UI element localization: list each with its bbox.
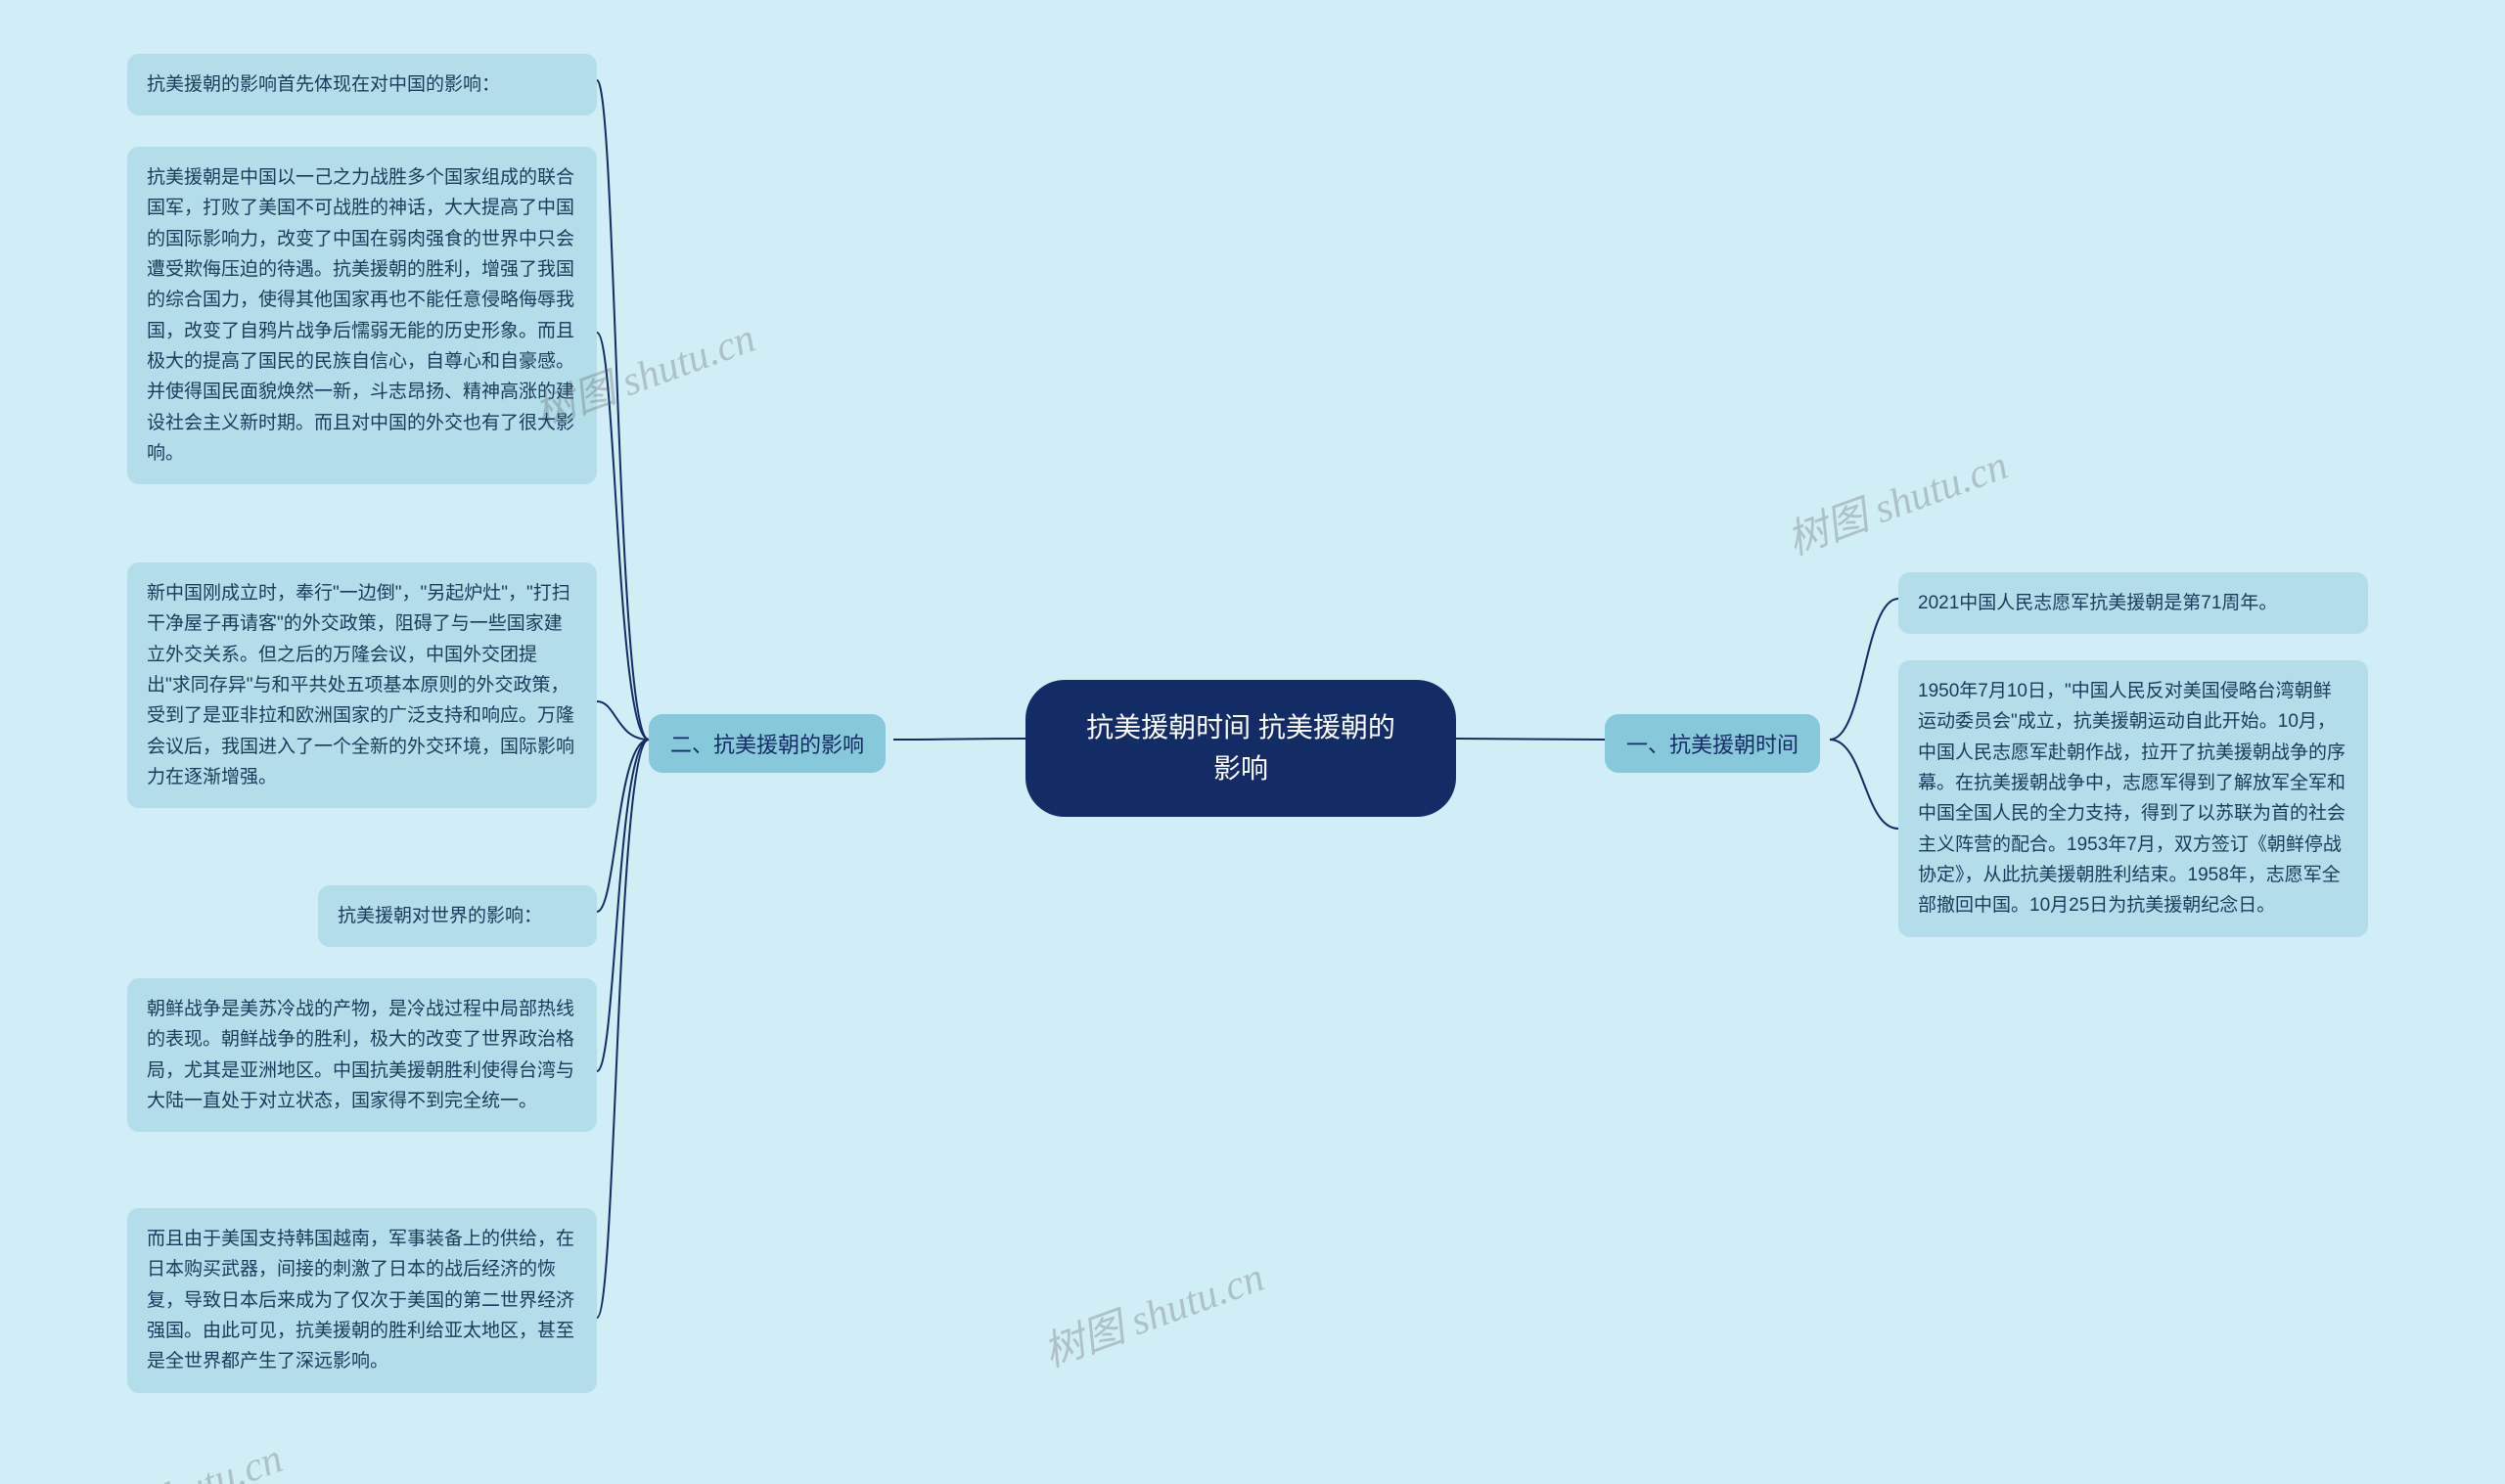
- left-leaf-3-text: 抗美援朝对世界的影响：: [338, 906, 542, 926]
- root-node[interactable]: 抗美援朝时间 抗美援朝的 影响: [1025, 680, 1456, 817]
- branch-right[interactable]: 一、抗美援朝时间: [1605, 714, 1820, 773]
- left-leaf-2[interactable]: 新中国刚成立时，奉行"一边倒"，"另起炉灶"，"打扫干净屋子再请客"的外交政策，…: [127, 562, 597, 808]
- left-leaf-1-text: 抗美援朝是中国以一己之力战胜多个国家组成的联合国军，打败了美国不可战胜的神话，大…: [147, 167, 574, 464]
- left-leaf-0[interactable]: 抗美援朝的影响首先体现在对中国的影响：: [127, 54, 597, 115]
- right-leaf-1-text: 1950年7月10日，"中国人民反对美国侵略台湾朝鲜运动委员会"成立，抗美援朝运…: [1918, 681, 2346, 916]
- left-leaf-4[interactable]: 朝鲜战争是美苏冷战的产物，是冷战过程中局部热线的表现。朝鲜战争的胜利，极大的改变…: [127, 978, 597, 1132]
- watermark-2: 树图 shutu.cn: [1034, 1244, 1271, 1379]
- watermark-1: 树图 shutu.cn: [1778, 432, 2015, 567]
- right-leaf-0-text: 2021中国人民志愿军抗美援朝是第71周年。: [1918, 593, 2277, 613]
- left-leaf-3[interactable]: 抗美援朝对世界的影响：: [318, 885, 597, 947]
- watermark-3: shutu.cn: [143, 1435, 289, 1484]
- root-line2: 影响: [1213, 753, 1268, 784]
- left-leaf-0-text: 抗美援朝的影响首先体现在对中国的影响：: [147, 74, 500, 95]
- left-leaf-2-text: 新中国刚成立时，奉行"一边倒"，"另起炉灶"，"打扫干净屋子再请客"的外交政策，…: [147, 583, 574, 787]
- left-leaf-4-text: 朝鲜战争是美苏冷战的产物，是冷战过程中局部热线的表现。朝鲜战争的胜利，极大的改变…: [147, 999, 574, 1111]
- mindmap-canvas: 抗美援朝时间 抗美援朝的 影响 一、抗美援朝时间 2021中国人民志愿军抗美援朝…: [0, 0, 2505, 1484]
- branch-right-label: 一、抗美援朝时间: [1626, 733, 1799, 757]
- left-leaf-1[interactable]: 抗美援朝是中国以一己之力战胜多个国家组成的联合国军，打败了美国不可战胜的神话，大…: [127, 147, 597, 484]
- branch-left[interactable]: 二、抗美援朝的影响: [649, 714, 886, 773]
- left-leaf-5[interactable]: 而且由于美国支持韩国越南，军事装备上的供给，在日本购买武器，间接的刺激了日本的战…: [127, 1208, 597, 1393]
- right-leaf-1[interactable]: 1950年7月10日，"中国人民反对美国侵略台湾朝鲜运动委员会"成立，抗美援朝运…: [1898, 660, 2368, 937]
- right-leaf-0[interactable]: 2021中国人民志愿军抗美援朝是第71周年。: [1898, 572, 2368, 634]
- branch-left-label: 二、抗美援朝的影响: [670, 733, 864, 757]
- root-line1: 抗美援朝时间 抗美援朝的: [1086, 712, 1395, 742]
- left-leaf-5-text: 而且由于美国支持韩国越南，军事装备上的供给，在日本购买武器，间接的刺激了日本的战…: [147, 1229, 574, 1372]
